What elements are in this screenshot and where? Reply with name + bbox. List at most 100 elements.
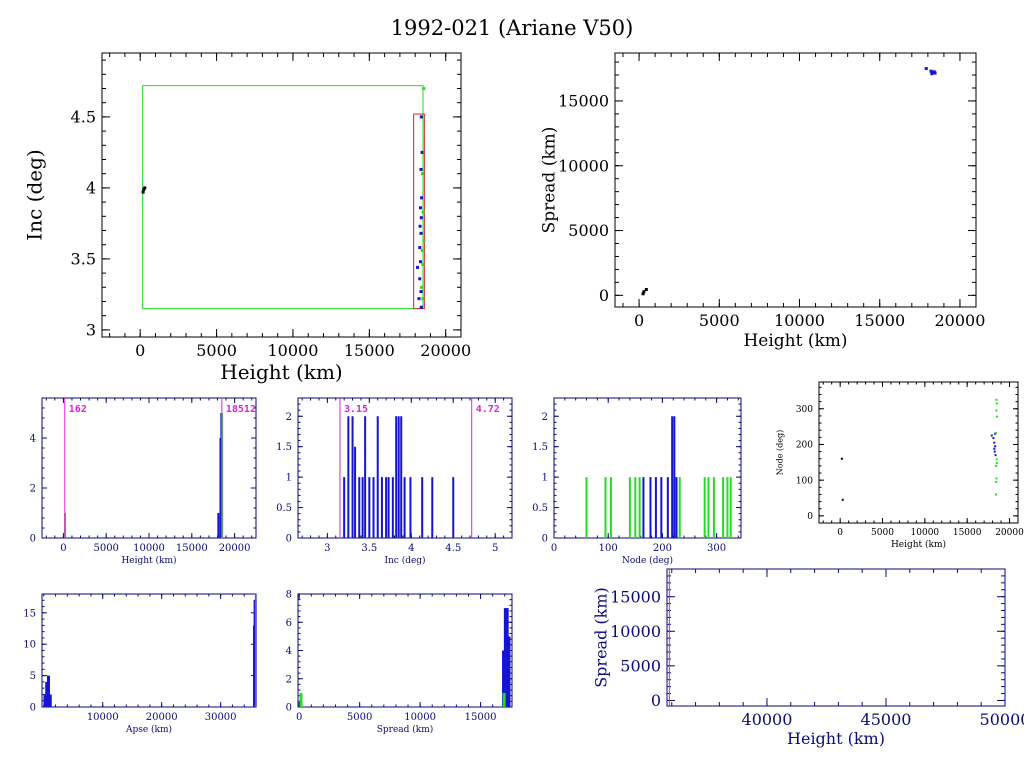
inc-histogram-bar xyxy=(358,477,361,538)
node-vs-height-xtick-label: 15000 xyxy=(953,528,982,538)
spread-vs-height-high-ylabel: Spread (km) xyxy=(592,587,611,688)
node-histogram-bar xyxy=(675,477,678,538)
node-vs-height-ytick-label: 0 xyxy=(807,512,813,522)
node-histogram-xtick-label: 200 xyxy=(653,543,672,554)
node-vs-height-point xyxy=(993,450,996,453)
inc-histogram-bar xyxy=(351,416,354,538)
node-vs-height-point xyxy=(995,402,998,405)
spread-histogram-bar xyxy=(502,650,506,707)
apse-histogram-ytick-label: 10 xyxy=(23,640,36,651)
node-histogram-xlabel: Node (deg) xyxy=(622,555,673,566)
inc-vs-height-point xyxy=(419,167,423,171)
spread-histogram-panel: 0 5000 10000 15000 0 2 4 6 8 Spread (km) xyxy=(286,590,513,735)
apse-histogram-panel: 10000 20000 30000 0 5 10 15 Apse (km) xyxy=(23,593,257,735)
node-histogram-panel: 0 100 200 300 0 0.5 1 1.5 2 Node (deg) xyxy=(532,397,742,566)
node-vs-height-point xyxy=(994,454,997,457)
node-histogram-bar xyxy=(726,477,729,538)
spread-histogram-bar xyxy=(299,692,303,707)
spread-histogram-xtick-label: 10000 xyxy=(404,712,436,723)
apse-histogram-ytick-label: 15 xyxy=(23,608,36,619)
node-histogram-xtick-label: 300 xyxy=(707,543,726,554)
spread-vs-height-high-xlabel: Height (km) xyxy=(787,729,885,748)
inc-histogram-marker-label: 3.15 xyxy=(344,404,368,415)
height-histogram-ytick-label: 0 xyxy=(30,534,36,545)
height-histogram-xlabel: Height (km) xyxy=(121,555,176,566)
node-histogram-bar xyxy=(712,477,715,538)
spread-vs-height-point xyxy=(924,67,928,71)
node-vs-height-xlabel: Height (km) xyxy=(891,539,946,550)
node-vs-height-xtick-label: 10000 xyxy=(911,528,940,538)
inc-histogram-bar xyxy=(372,477,375,538)
spread-vs-height-point xyxy=(642,290,646,294)
height-histogram-ytick-label: 4 xyxy=(30,434,36,445)
inc-histogram-bar xyxy=(380,477,383,538)
inc-vs-height-point xyxy=(418,277,422,281)
inc-histogram-bar xyxy=(361,477,364,538)
inc-histogram-xtick-label: 3 xyxy=(324,543,330,554)
spread-histogram-xlabel: Spread (km) xyxy=(377,724,434,735)
inc-vs-height-point xyxy=(421,263,425,267)
apse-histogram-ytick-label: 5 xyxy=(30,671,36,682)
spread-vs-height-ytick-label: 10000 xyxy=(558,156,609,175)
spread-vs-height-ytick-label: 15000 xyxy=(558,92,609,111)
inc-histogram-bar xyxy=(347,416,350,538)
inc-vs-height-point xyxy=(420,196,424,200)
inc-vs-height-point xyxy=(141,190,145,194)
node-histogram-bar xyxy=(649,477,652,538)
spread-vs-height-point xyxy=(644,288,648,292)
inc-vs-height-point xyxy=(422,87,426,90)
node-vs-height-point xyxy=(995,409,998,412)
spread-vs-height-ytick-label: 0 xyxy=(599,286,609,305)
spread-vs-height-ylabel: Spread (km) xyxy=(540,127,560,234)
apse-histogram-ytick-label: 0 xyxy=(30,703,36,714)
inc-histogram-bar xyxy=(431,477,434,538)
inc-histogram-ytick-label: 1 xyxy=(286,473,292,484)
inc-histogram-bar xyxy=(368,477,371,538)
inc-histogram-xtick-label: 4 xyxy=(408,543,414,554)
inc-vs-height-point xyxy=(420,285,424,289)
node-histogram-xtick-label: 100 xyxy=(599,543,618,554)
node-vs-height-xtick-label: 0 xyxy=(837,528,843,538)
node-vs-height-point xyxy=(995,458,998,461)
inc-histogram-bar xyxy=(400,416,403,538)
inc-vs-height-point xyxy=(418,224,422,228)
height-histogram-xtick-label: 15000 xyxy=(176,543,208,554)
node-histogram-ytick-label: 0.5 xyxy=(532,503,548,514)
inc-vs-height-xtick-label: 10000 xyxy=(268,341,319,360)
inc-vs-height-point xyxy=(421,210,425,214)
spread-vs-height-xtick-label: 10000 xyxy=(774,311,825,330)
spread-histogram-ytick-label: 0 xyxy=(286,703,292,714)
node-vs-height-xtick-label: 5000 xyxy=(871,528,894,538)
node-histogram-bar xyxy=(604,477,607,538)
node-vs-height-point xyxy=(995,462,998,465)
inc-vs-height-point xyxy=(419,231,423,235)
node-vs-height-frame xyxy=(818,381,1019,524)
inc-histogram-bar xyxy=(403,477,406,538)
apse-histogram-bar xyxy=(45,681,49,707)
node-vs-height-xtick-label: 20000 xyxy=(995,528,1024,538)
inc-vs-height-point xyxy=(419,115,423,119)
inc-histogram-ytick-label: 1.5 xyxy=(276,442,292,453)
node-vs-height-point xyxy=(994,493,997,496)
inc-histogram-ytick-label: 2 xyxy=(286,412,292,423)
node-vs-height-ylabel: Node (deg) xyxy=(775,430,784,475)
inc-vs-height-point xyxy=(420,150,424,154)
inc-vs-height-point xyxy=(143,186,147,190)
spread-histogram-ytick-label: 4 xyxy=(286,646,292,657)
spread-vs-height-ytick-label: 5000 xyxy=(568,221,609,240)
height-histogram-xtick-label: 0 xyxy=(60,543,66,554)
spread-vs-height-xtick-label: 15000 xyxy=(854,311,905,330)
node-histogram-bar xyxy=(671,416,674,538)
spread-vs-height-point xyxy=(641,292,645,296)
spread-vs-height-high-ytick-label: 5000 xyxy=(620,656,661,675)
node-vs-height-point xyxy=(992,437,995,440)
node-vs-height-point xyxy=(995,415,998,418)
inc-histogram-ytick-label: 0.5 xyxy=(276,503,292,514)
inc-histogram-bar xyxy=(354,446,357,538)
node-histogram-bar xyxy=(729,477,732,538)
spread-vs-height-high-ytick-label: 15000 xyxy=(610,587,661,606)
spread-vs-height-high-ytick-label: 0 xyxy=(651,691,661,710)
spread-vs-height-xlabel: Height (km) xyxy=(743,331,847,351)
node-histogram-bar xyxy=(666,477,669,538)
height-histogram-panel: 0 5000 10000 15000 20000 0 2 4 Height (km) 162 185… xyxy=(30,397,257,566)
